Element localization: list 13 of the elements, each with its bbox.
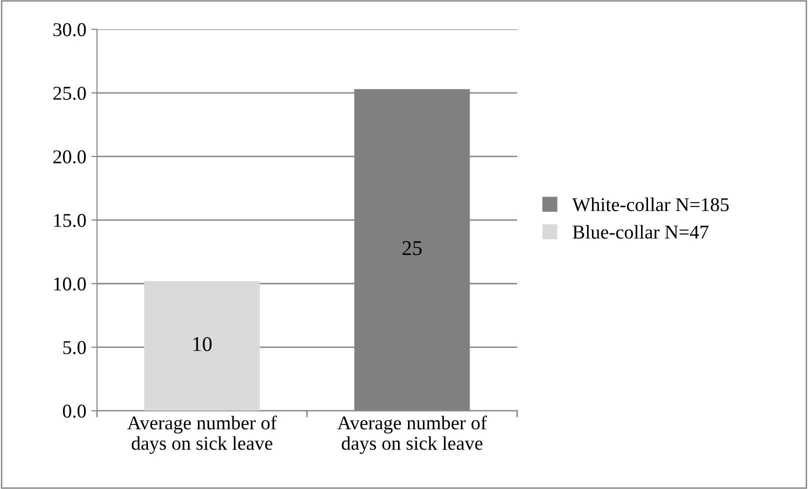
y-tick-label: 20.0 <box>53 150 86 164</box>
x-tick-label: Average number of days on sick leave <box>127 416 277 454</box>
legend-label: White-collar N=185 <box>572 198 729 212</box>
y-tick-label: 25.0 <box>53 86 86 100</box>
y-tick-label: 15.0 <box>54 214 86 228</box>
data-label: 25 <box>402 241 422 256</box>
legend-label: Blue-collar N=47 <box>572 225 708 239</box>
y-tick-label: 30.0 <box>53 23 86 36</box>
y-tick-label: 5.0 <box>63 341 86 354</box>
x-tick-label: Average number of days on sick leave <box>337 416 487 454</box>
y-tick-label: 0.0 <box>62 404 86 418</box>
y-tick-label: 10.0 <box>54 277 86 291</box>
data-label: 10 <box>193 337 212 352</box>
